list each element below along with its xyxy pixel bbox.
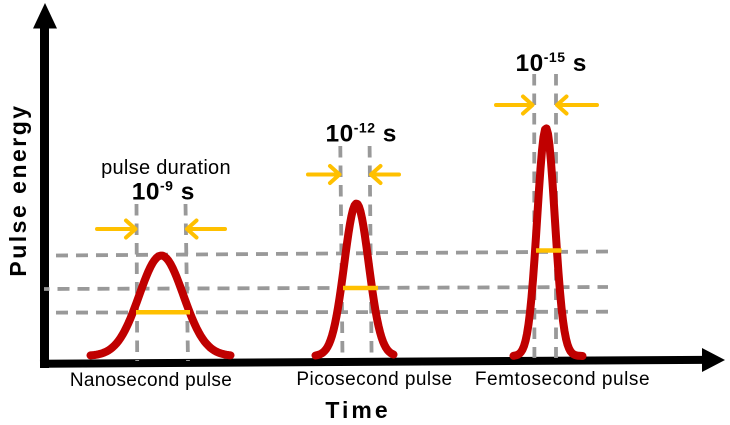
svg-text:10-9 s: 10-9 s [132,177,195,205]
svg-text:Pulse energy: Pulse energy [5,103,31,276]
svg-text:Picosecond pulse: Picosecond pulse [296,369,452,390]
svg-text:Time: Time [325,397,390,423]
svg-text:Nanosecond pulse: Nanosecond pulse [70,370,232,391]
svg-text:Femtosecond pulse: Femtosecond pulse [475,369,650,390]
svg-text:pulse duration: pulse duration [101,157,231,179]
